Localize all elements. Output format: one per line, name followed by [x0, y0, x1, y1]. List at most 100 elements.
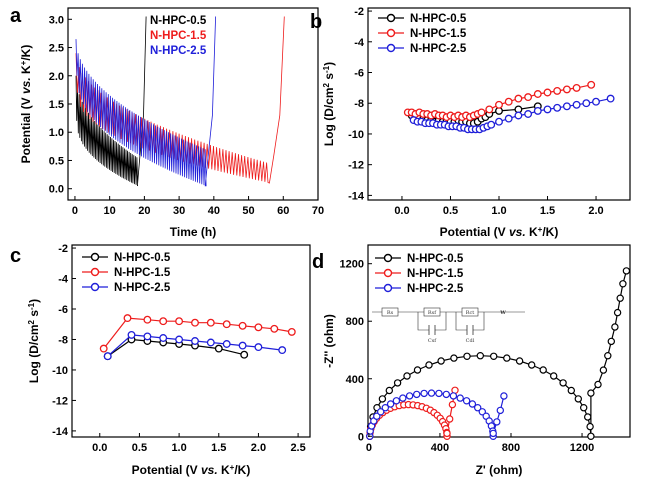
- y-tick-label: 1.0: [49, 127, 64, 139]
- data-point: [446, 415, 454, 423]
- panel-b-plot: [403, 80, 615, 134]
- data-point: [619, 280, 627, 288]
- data-point: [254, 343, 263, 352]
- data-point: [495, 117, 503, 126]
- y-tick-label: -2: [354, 6, 364, 18]
- data-point: [143, 332, 152, 341]
- data-point: [191, 337, 199, 345]
- data-point: [503, 354, 511, 362]
- data-point: [399, 394, 407, 402]
- data-point: [393, 379, 402, 387]
- circuit-label: W: [499, 310, 506, 316]
- y-tick-label: -14: [348, 190, 365, 202]
- y-tick-label: 400: [346, 374, 364, 386]
- data-point: [449, 392, 458, 400]
- y-tick-label: 0.5: [49, 155, 64, 167]
- panel-a-ylabel: Potential (V vs. K+/K): [19, 45, 33, 164]
- x-tick-label: 1.5: [211, 442, 226, 454]
- data-point: [496, 406, 504, 415]
- data-point: [238, 341, 247, 350]
- data-point: [543, 88, 552, 97]
- data-point: [378, 395, 387, 403]
- x-tick-label: 0.0: [92, 442, 107, 454]
- data-point: [468, 400, 477, 408]
- panel-d-label: d: [312, 251, 324, 273]
- data-point: [594, 380, 602, 389]
- data-point: [493, 418, 501, 426]
- data-point: [613, 308, 622, 317]
- x-tick-label: 800: [502, 442, 520, 454]
- x-tick-label: 60: [277, 205, 289, 217]
- data-point: [550, 372, 558, 380]
- y-tick-label: 0: [358, 431, 364, 443]
- panel-c-legend: N-HPC-0.5 N-HPC-1.5 N-HPC-2.5: [82, 252, 171, 294]
- data-point: [474, 404, 482, 412]
- y-tick-label: -4: [354, 37, 365, 49]
- data-point: [206, 318, 215, 327]
- panel-d-ylabel: -Z'' (ohm): [322, 314, 336, 368]
- panel-c: 0.0 0.5 1.0 1.5 2.0 2.5 -2 -4 -6 -8 -10 -12 -14 c Po…: [10, 243, 311, 477]
- data-point: [543, 105, 552, 114]
- data-point: [533, 106, 542, 115]
- legend-marker: [386, 13, 396, 23]
- data-point: [420, 389, 428, 398]
- data-point: [489, 429, 497, 438]
- panel-b-xlabel: Potential (V vs. K+/K): [440, 225, 559, 239]
- panel-b: 0.0 0.5 1.0 1.5 2.0 -2 -4 -6 -8 -10 -12 -14 b Poten…: [310, 6, 631, 239]
- circuit-resistor: [423, 307, 441, 317]
- data-point: [425, 361, 433, 369]
- data-point: [500, 392, 508, 400]
- legend-entry: N-HPC-2.5: [150, 45, 207, 57]
- data-point: [287, 327, 296, 336]
- y-tick-label: -8: [354, 98, 364, 110]
- data-point: [586, 422, 594, 431]
- y-tick-label: -4: [58, 274, 69, 286]
- circuit-label: Rs: [387, 310, 394, 316]
- circuit-resistor: [381, 307, 399, 317]
- data-point: [191, 318, 199, 327]
- x-tick-label: 0.5: [443, 205, 458, 217]
- y-tick-label: -8: [58, 334, 68, 346]
- panel-b-label: b: [310, 11, 322, 33]
- panel-c-ylabel: Log (D/cm2 s-1): [27, 299, 41, 383]
- y-tick-label: 800: [346, 316, 364, 328]
- data-point: [437, 357, 445, 365]
- data-point: [587, 432, 595, 440]
- circuit-label: Cdl: [466, 338, 475, 344]
- equivalent-circuit-inset: Rs Rsf Rct Csf Cdl W: [372, 307, 525, 344]
- data-point: [611, 323, 619, 331]
- legend-entry: N-HPC-2.5: [114, 282, 171, 294]
- panel-a-ticks: 0 10 20 30 40 50 60 70 0.0 0.5 1.0 1.5 2.0 2.5 3.0: [49, 14, 324, 217]
- panel-d-plot: [366, 267, 631, 440]
- panel-c-xlabel: Potential (V vs. K+/K): [132, 463, 251, 477]
- panel-a: 0 10 20 30 40 50 60 70 0.0 0.5 1.0 1.5 2.0 2.5 3.0 a T…: [10, 5, 324, 239]
- data-point: [485, 105, 494, 114]
- data-point: [448, 400, 457, 409]
- data-point: [214, 344, 223, 353]
- series-line-N-HPC-2.5: [75, 16, 216, 187]
- panel-b-ylabel: Log (D/cm2 s-1): [322, 62, 336, 146]
- data-point: [159, 317, 168, 326]
- circuit-label: Rsf: [428, 310, 437, 316]
- circuit-label: Csf: [428, 338, 437, 344]
- y-tick-label: -6: [354, 68, 364, 80]
- legend-entry: N-HPC-0.5: [407, 253, 464, 265]
- legend-entry: N-HPC-2.5: [410, 43, 467, 55]
- legend-entry: N-HPC-1.5: [407, 268, 464, 280]
- y-tick-label: 2.0: [49, 71, 64, 83]
- legend-marker: [90, 282, 100, 292]
- x-tick-label: 2.5: [290, 442, 305, 454]
- panel-d-ticks: 0 400 800 1200 0 400 800 1200: [340, 259, 595, 454]
- x-tick-label: 400: [431, 442, 449, 454]
- data-point: [377, 408, 385, 416]
- data-point: [528, 361, 536, 369]
- circuit-resistor: [461, 307, 479, 317]
- data-point: [278, 346, 287, 355]
- data-point: [562, 85, 571, 94]
- x-tick-label: 70: [312, 205, 324, 217]
- x-tick-label: 1200: [570, 442, 594, 454]
- x-tick-label: 0.5: [132, 442, 147, 454]
- data-point: [435, 389, 443, 398]
- data-point: [553, 103, 562, 112]
- y-tick-label: -12: [52, 395, 68, 407]
